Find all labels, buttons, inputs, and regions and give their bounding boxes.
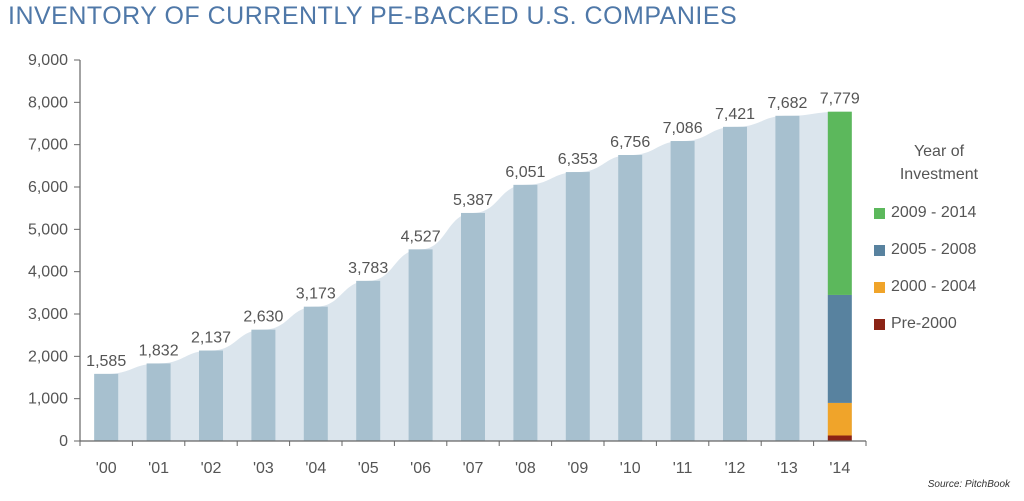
- bar-segment: [827, 294, 852, 403]
- data-label: 4,527: [401, 228, 441, 245]
- y-tick-label: 9,000: [28, 52, 68, 69]
- bar: [251, 329, 276, 441]
- legend-title: Year of Investment: [874, 140, 1004, 186]
- legend-label: 2005 - 2008: [891, 241, 977, 258]
- x-tick-label: '00: [96, 460, 117, 477]
- bar: [199, 350, 223, 441]
- bar: [723, 126, 747, 441]
- bar: [775, 115, 800, 441]
- data-label: 2,137: [191, 330, 231, 347]
- legend-label: Pre-2000: [891, 315, 957, 332]
- y-tick-label: 3,000: [28, 306, 68, 323]
- x-tick-label: '05: [358, 460, 379, 477]
- x-tick-label: '08: [515, 460, 536, 477]
- x-tick-label: '07: [463, 460, 484, 477]
- x-tick-label: '02: [201, 460, 222, 477]
- source-note: Source: PitchBook: [927, 479, 1010, 490]
- legend-item-2009-2014: 2009 - 2014: [874, 203, 1019, 223]
- legend-swatch: [874, 207, 885, 219]
- x-tick-label: '12: [725, 460, 746, 477]
- bar: [618, 154, 643, 441]
- x-tick-label: '13: [777, 460, 798, 477]
- data-label: 7,421: [715, 106, 755, 123]
- bar: [94, 373, 119, 441]
- legend-item-2005-2008: 2005 - 2008: [874, 240, 1019, 260]
- data-label: 1,585: [86, 353, 126, 370]
- y-tick-label: 6,000: [28, 179, 68, 196]
- bar: [513, 184, 538, 441]
- x-tick-label: '10: [620, 460, 641, 477]
- bar: [146, 363, 171, 441]
- legend-title-line-1: Year of: [913, 143, 965, 160]
- legend-item-2000-2004: 2000 - 2004: [874, 277, 1019, 297]
- x-tick-label: '06: [410, 460, 431, 477]
- legend-swatch: [874, 244, 885, 256]
- x-tick-label: '09: [567, 460, 588, 477]
- bar: [303, 306, 328, 441]
- y-tick-label: 0: [59, 433, 68, 450]
- data-label: 6,353: [558, 151, 598, 168]
- bar-segment: [827, 402, 852, 436]
- x-tick-label: '03: [253, 460, 274, 477]
- data-label: 1,832: [139, 342, 179, 359]
- legend: Year of Investment 2009 - 2014 2005 - 20…: [874, 140, 1019, 334]
- bar: [565, 172, 590, 441]
- bar: [670, 141, 695, 441]
- y-tick-label: 7,000: [28, 137, 68, 154]
- data-label: 6,051: [505, 164, 545, 181]
- legend-swatch: [874, 281, 885, 293]
- data-label: 7,682: [767, 95, 807, 112]
- y-tick-label: 2,000: [28, 348, 68, 365]
- y-tick-label: 8,000: [28, 94, 68, 111]
- bar-segment: [827, 111, 852, 295]
- bar-segment: [827, 435, 852, 441]
- data-label: 3,173: [296, 286, 336, 303]
- legend-label: 2000 - 2004: [891, 278, 977, 295]
- bar: [356, 280, 381, 441]
- legend-label: 2009 - 2014: [891, 204, 977, 221]
- bar: [408, 249, 433, 441]
- data-label: 7,086: [663, 120, 703, 137]
- y-tick-label: 1,000: [28, 391, 68, 408]
- x-tick-label: '14: [829, 460, 850, 477]
- x-tick-label: '04: [305, 460, 326, 477]
- chart-title: INVENTORY OF CURRENTLY PE-BACKED U.S. CO…: [8, 2, 738, 30]
- legend-item-pre-2000: Pre-2000: [874, 314, 1019, 334]
- y-tick-label: 5,000: [28, 221, 68, 238]
- legend-swatch: [874, 318, 885, 330]
- data-label: 2,630: [243, 309, 283, 326]
- data-label: 3,783: [348, 260, 388, 277]
- data-label: 7,779: [820, 91, 860, 108]
- data-label: 6,756: [610, 134, 650, 151]
- bar: [461, 212, 485, 441]
- data-label: 5,387: [453, 192, 493, 209]
- legend-title-line-2: Investment: [899, 166, 979, 183]
- x-tick-label: '01: [148, 460, 169, 477]
- y-tick-label: 4,000: [28, 264, 68, 281]
- x-tick-label: '11: [673, 460, 693, 477]
